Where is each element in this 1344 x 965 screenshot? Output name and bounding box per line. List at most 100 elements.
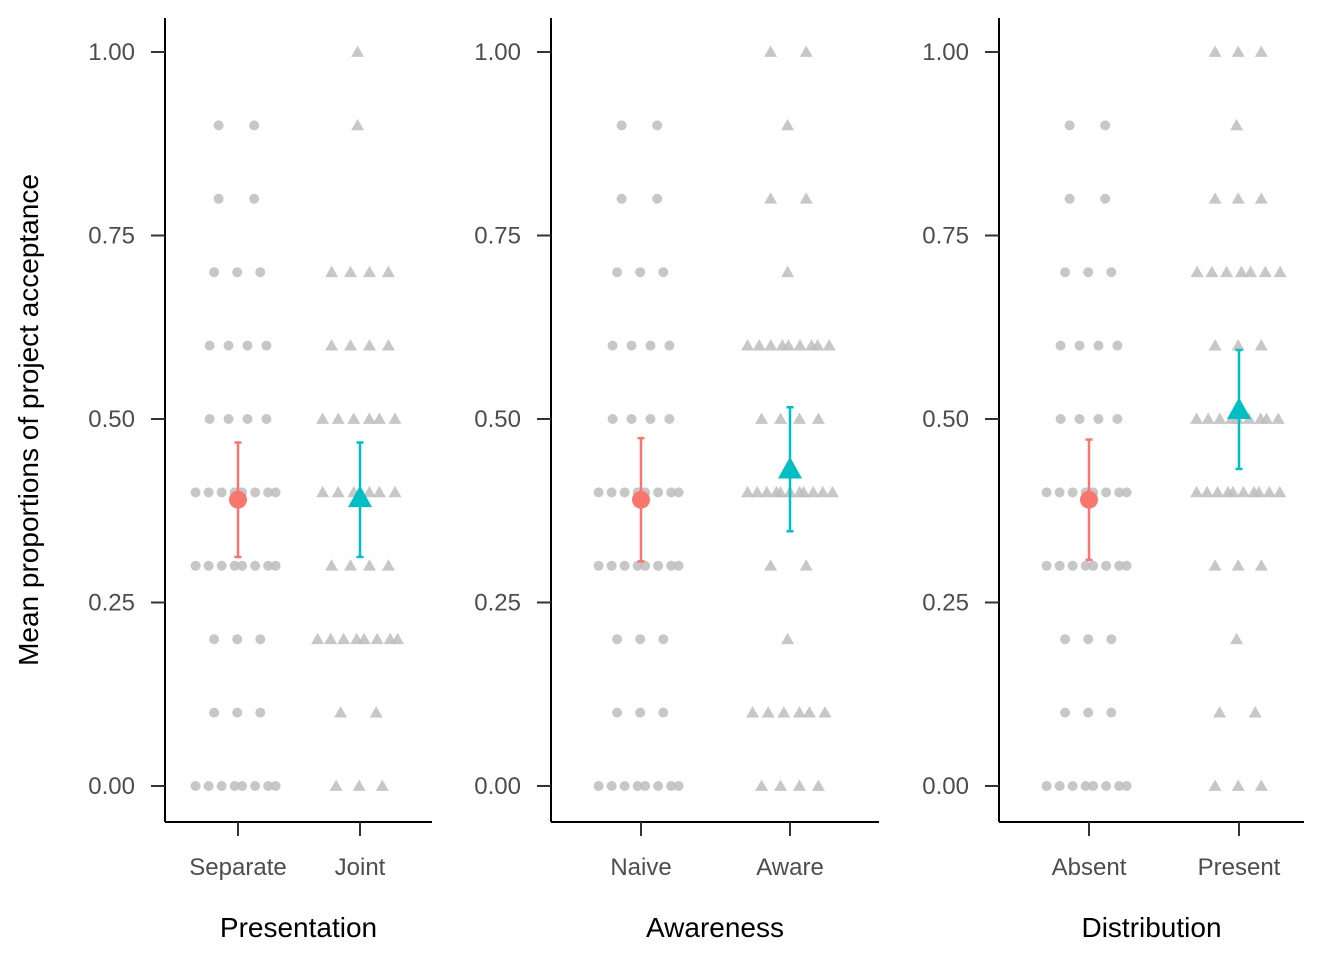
raw-point-circle (249, 120, 260, 131)
raw-point-triangle (755, 779, 769, 791)
raw-point-circle (1074, 414, 1085, 424)
raw-point-circle (1041, 781, 1052, 791)
raw-point-triangle (362, 559, 376, 571)
raw-point-circle (1114, 487, 1125, 498)
raw-point-triangle (311, 632, 325, 645)
raw-point-circle (229, 781, 240, 791)
x-tick-label: Present (1198, 854, 1281, 881)
raw-point-circle (1060, 634, 1071, 645)
raw-point-triangle (372, 412, 386, 424)
raw-point-circle (632, 560, 643, 571)
y-tick-label: 1.00 (88, 39, 135, 66)
raw-point-circle (616, 193, 627, 204)
raw-point-triangle (325, 559, 339, 571)
raw-point-triangle (760, 485, 774, 498)
raw-point-triangle (792, 412, 806, 424)
raw-point-triangle (1190, 412, 1204, 424)
raw-point-circle (640, 781, 651, 791)
raw-point-circle (1083, 634, 1094, 645)
raw-point-triangle (362, 265, 376, 278)
raw-point-triangle (344, 265, 358, 278)
raw-point-circle (216, 487, 227, 498)
raw-point-circle (1055, 414, 1066, 424)
raw-point-triangle (792, 706, 806, 718)
raw-point-triangle (325, 339, 339, 351)
raw-point-circle (1083, 267, 1094, 278)
raw-point-triangle (1190, 265, 1204, 278)
raw-point-triangle (362, 412, 376, 424)
raw-point-circle (1041, 560, 1052, 571)
raw-point-triangle (1236, 485, 1250, 498)
raw-point-circle (190, 560, 201, 571)
raw-point-triangle (1258, 265, 1272, 278)
raw-point-triangle (1231, 339, 1245, 351)
raw-point-circle (1114, 560, 1125, 571)
raw-point-triangle (331, 485, 345, 498)
y-tick-label: 0.25 (88, 590, 135, 617)
raw-point-circle (1106, 634, 1117, 645)
raw-point-circle (255, 707, 266, 718)
raw-point-circle (1121, 560, 1132, 571)
raw-point-triangle (1231, 779, 1245, 791)
y-tick-label: 0.00 (922, 773, 969, 800)
raw-point-triangle (337, 632, 351, 645)
raw-point-circle (261, 414, 272, 424)
panel-0: 0.00 0.25 0.50 0.75 1.00 Separate Joint Present… (88, 18, 432, 943)
raw-point-triangle (793, 339, 807, 351)
raw-point-triangle (329, 779, 343, 791)
x-axis-title: Presentation (220, 912, 377, 943)
raw-point-triangle (741, 485, 755, 498)
raw-point-circle (673, 487, 684, 498)
raw-point-circle (653, 560, 664, 571)
raw-point-circle (619, 560, 630, 571)
raw-point-circle (1121, 781, 1132, 791)
raw-point-circle (1088, 560, 1099, 571)
raw-point-triangle (761, 706, 775, 718)
raw-point-circle (645, 340, 656, 351)
raw-point-triangle (811, 412, 825, 424)
raw-point-circle (1112, 414, 1123, 424)
panel-1: 0.00 0.25 0.50 0.75 1.00 Naive Aware Awareness (474, 18, 879, 943)
y-tick-label: 0.00 (88, 773, 135, 800)
raw-point-circle (250, 560, 261, 571)
raw-point-triangle (316, 412, 330, 424)
raw-point-triangle (347, 412, 361, 424)
raw-point-circle (1080, 781, 1091, 791)
raw-point-circle (223, 340, 234, 351)
raw-point-triangle (802, 706, 816, 718)
raw-point-circle (1064, 120, 1075, 131)
raw-point-circle (593, 781, 604, 791)
y-tick-label: 0.25 (474, 590, 521, 617)
raw-point-triangle (1208, 45, 1222, 57)
raw-point-circle (652, 193, 663, 204)
raw-point-triangle (1208, 339, 1222, 351)
raw-point-circle (237, 781, 248, 791)
raw-point-circle (216, 781, 227, 791)
raw-point-circle (664, 414, 675, 424)
raw-point-circle (1101, 781, 1112, 791)
raw-point-triangle (1273, 485, 1287, 498)
raw-point-circle (635, 634, 646, 645)
raw-point-circle (619, 781, 630, 791)
raw-point-triangle (797, 485, 811, 498)
raw-point-circle (209, 707, 220, 718)
panel-2: 0.00 0.25 0.50 0.75 1.00 Absent Present Distrib… (922, 18, 1304, 943)
raw-point-triangle (1213, 412, 1227, 424)
raw-point-circle (1106, 267, 1117, 278)
raw-point-circle (1067, 560, 1078, 571)
raw-point-triangle (806, 485, 820, 498)
raw-point-circle (203, 781, 214, 791)
raw-point-triangle (792, 779, 806, 791)
raw-point-circle (1054, 487, 1065, 498)
raw-point-circle (261, 340, 272, 351)
raw-point-triangle (1230, 632, 1244, 645)
raw-point-triangle (1231, 192, 1245, 204)
raw-point-triangle (375, 779, 389, 791)
raw-point-circle (213, 193, 224, 204)
raw-point-circle (242, 414, 253, 424)
raw-point-triangle (1254, 45, 1268, 57)
raw-point-triangle (764, 192, 778, 204)
raw-point-circle (1060, 267, 1071, 278)
raw-point-triangle (344, 559, 358, 571)
raw-point-triangle (388, 485, 402, 498)
